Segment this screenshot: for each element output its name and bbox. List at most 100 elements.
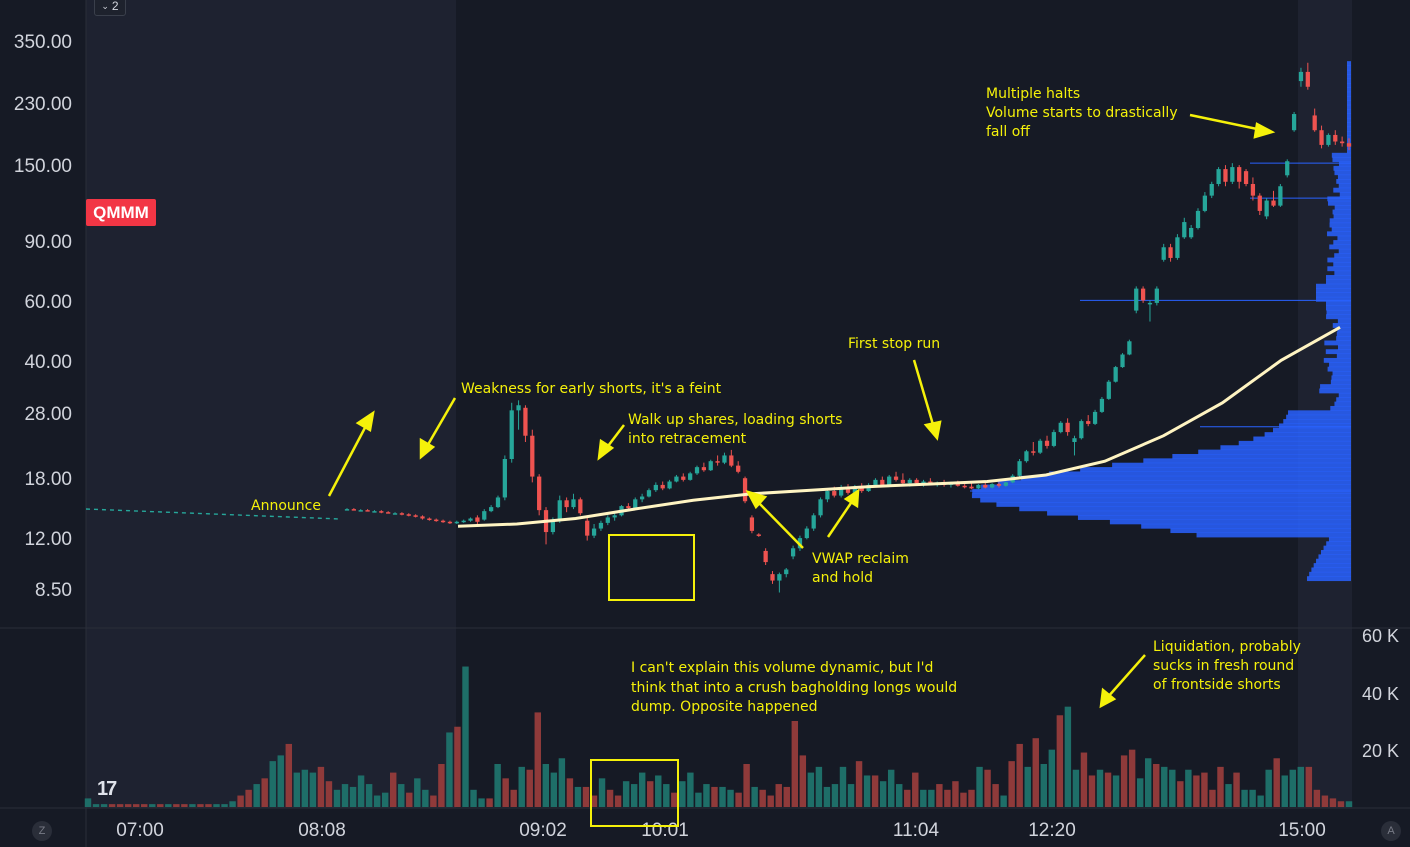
volume-bar [157, 804, 163, 807]
volume-bar [486, 798, 492, 807]
profile-row [1339, 393, 1351, 398]
annotation-vwap: VWAP reclaim [812, 551, 909, 567]
profile-row [1316, 559, 1351, 564]
volume-bar [1185, 770, 1191, 807]
time-tick: 09:02 [519, 820, 567, 841]
volume-bar [261, 778, 267, 807]
candle-body [1251, 184, 1255, 196]
auto-scale-z-button[interactable]: Z [32, 821, 52, 841]
volume-bar [278, 755, 284, 807]
candle-body [510, 410, 514, 459]
candle-body [1086, 421, 1090, 424]
candle-body [681, 477, 685, 480]
volume-bar [719, 787, 725, 807]
volume-bar [101, 804, 107, 807]
candle-body [551, 521, 555, 532]
volume-bar [912, 773, 918, 807]
profile-row [1197, 533, 1351, 538]
candle-body [434, 520, 438, 522]
volume-bar [1217, 767, 1223, 807]
volume-bar [358, 775, 364, 807]
candle-body [1258, 196, 1262, 211]
profile-row [1327, 196, 1351, 201]
profile-row [1316, 288, 1351, 293]
volume-bar [173, 804, 179, 807]
volume-bar [1105, 773, 1111, 807]
profile-row [1326, 349, 1351, 354]
layout-toggle-button[interactable]: ⌄ 2 [94, 0, 126, 16]
annotation-halts: fall off [986, 124, 1030, 140]
candle-body [1079, 421, 1083, 438]
volume-bar [519, 767, 525, 807]
volume-bar [936, 784, 942, 807]
candle-body [764, 551, 768, 562]
volume-bar [342, 784, 348, 807]
volume-bar [446, 732, 452, 807]
profile-row [1334, 253, 1351, 258]
candle-body [894, 477, 898, 480]
volume-bar [776, 784, 782, 807]
candle-body [571, 499, 575, 507]
candle-body [901, 480, 905, 483]
volume-bar [117, 804, 123, 807]
profile-row [1047, 511, 1351, 516]
candle-body [365, 510, 369, 512]
profile-row [1080, 467, 1351, 472]
profile-row [1279, 423, 1351, 428]
candle-body [1045, 441, 1049, 446]
profile-row [1321, 550, 1351, 555]
candle-body [770, 574, 774, 580]
candle-body [667, 482, 671, 489]
candle-body [1031, 451, 1035, 453]
volume-bar [374, 796, 380, 807]
volume-bar [1089, 775, 1095, 807]
volume-bar [880, 781, 886, 807]
candle-body [715, 461, 719, 463]
profile-row [1347, 122, 1351, 127]
volume-bar [896, 784, 902, 807]
profile-row [1283, 419, 1351, 424]
volume-tick: 40 K [1362, 684, 1399, 704]
layout-count: 2 [112, 0, 119, 13]
annotation-first-stop: First stop run [848, 336, 940, 352]
profile-row [1326, 279, 1351, 284]
candle-body [393, 513, 397, 515]
candle-body [1230, 167, 1234, 182]
volume-bar [462, 667, 468, 807]
volume-bar [872, 775, 878, 807]
volume-bar [1008, 761, 1014, 807]
profile-row [1347, 83, 1351, 88]
volume-bar [928, 790, 934, 807]
price-tick: 28.00 [24, 404, 72, 425]
candle-body [523, 408, 527, 436]
volume-bar [165, 804, 171, 807]
profile-row [1329, 537, 1351, 542]
candle-body [805, 529, 809, 539]
profile-row [1334, 170, 1351, 175]
volume-bar [607, 790, 613, 807]
profile-row [996, 502, 1351, 507]
volume-bar [350, 787, 356, 807]
candle-body [997, 484, 1001, 486]
volume-bar [1097, 770, 1103, 807]
candle-body [1203, 196, 1207, 211]
candle-body [578, 499, 582, 513]
candle-body [674, 477, 678, 482]
volume-bar [1049, 750, 1055, 807]
volume-bar [639, 773, 645, 807]
candle-body [352, 509, 356, 511]
auto-scale-a-button[interactable]: A [1381, 821, 1401, 841]
profile-row [1239, 441, 1351, 446]
profile-row [1336, 336, 1351, 341]
profile-row [1347, 100, 1351, 105]
volume-bar [406, 793, 412, 807]
volume-bar [93, 804, 99, 807]
profile-row [1330, 218, 1351, 223]
annotation-volume: I can't explain this volume dynamic, but… [631, 660, 933, 676]
volume-bar [711, 787, 717, 807]
candle-body [1017, 461, 1021, 476]
candle-body [359, 510, 363, 512]
profile-row [1327, 258, 1351, 263]
profile-row [1328, 201, 1351, 206]
